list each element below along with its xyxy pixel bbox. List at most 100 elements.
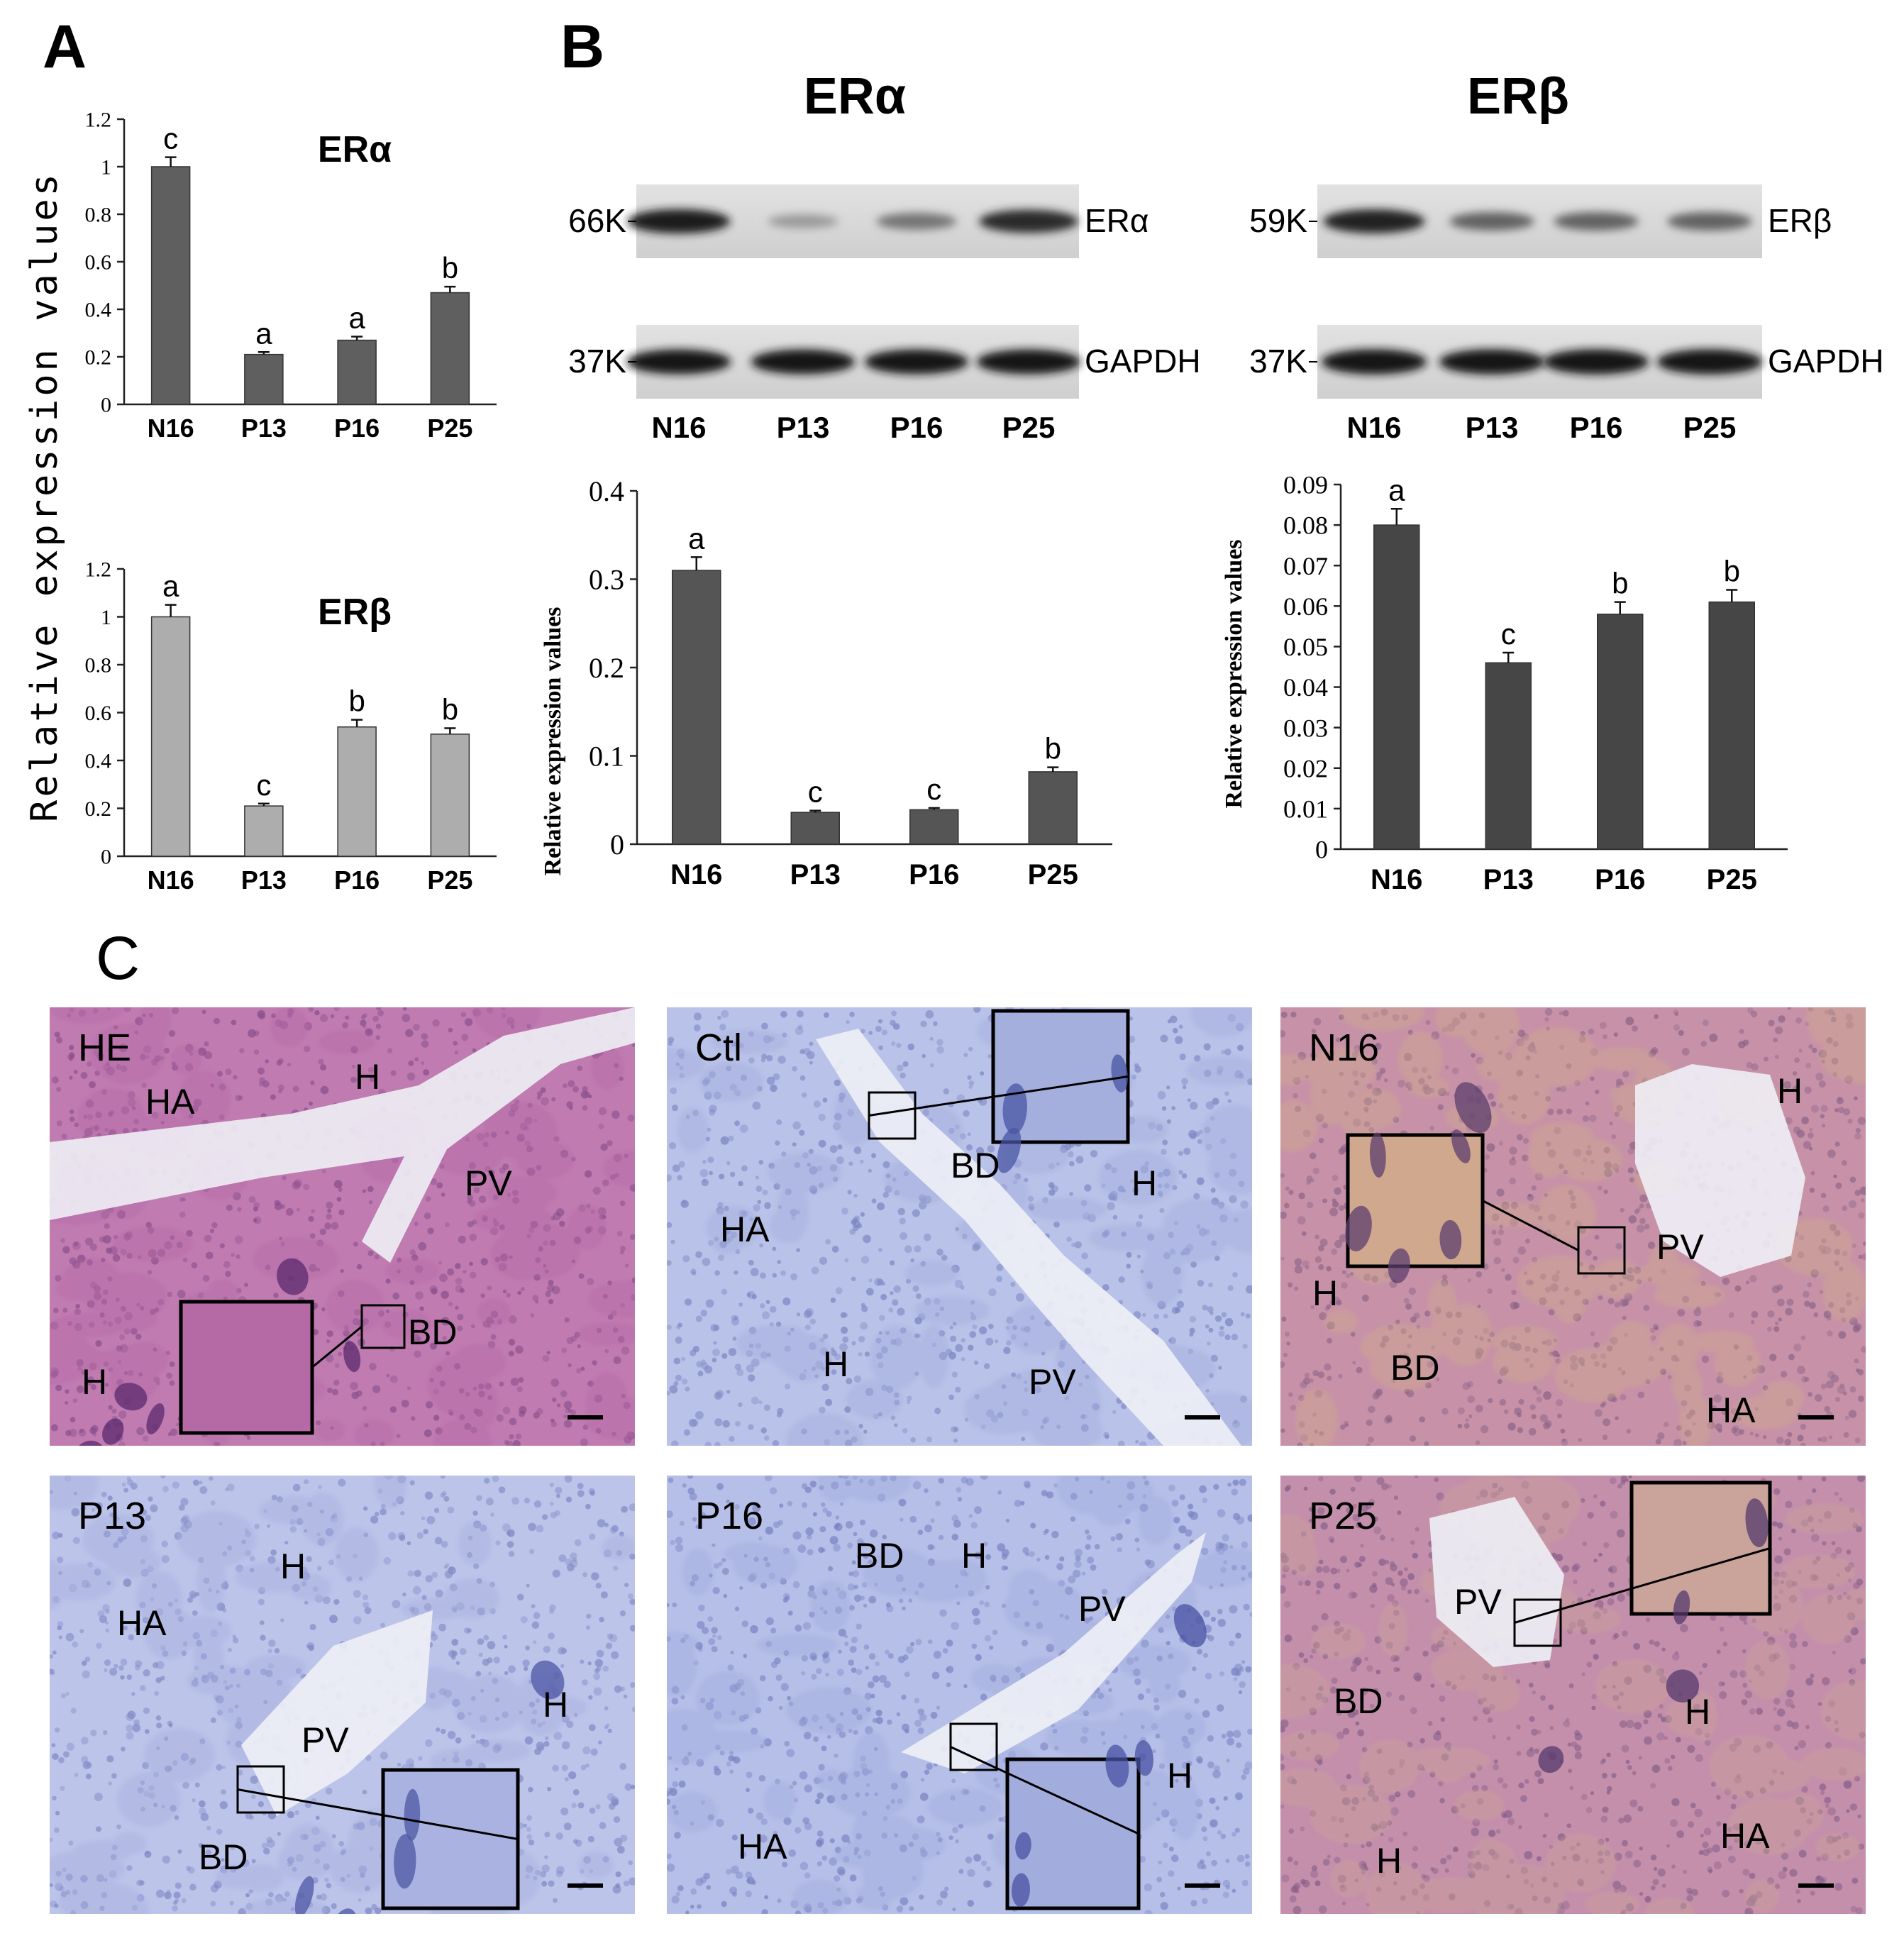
inset-nucleus [1173,1604,1207,1648]
b2-category-P25: P25 [1707,864,1757,895]
a1-category-P16: P16 [334,414,380,443]
inset-nucleus [1002,1083,1027,1134]
micrograph-title: Ctl [695,1026,742,1069]
panel-label-c: C [96,924,140,992]
blot2-row-label: GAPDH [1768,343,1884,380]
b2-category-N16: N16 [1371,864,1422,895]
a2-category-P16: P16 [334,865,380,895]
a1-bar-P25 [430,292,470,405]
b1-sig-letter: a [688,521,705,555]
inset-nucleus [1012,1873,1030,1908]
inset-nucleus [394,1834,416,1889]
tissue-label-HA: HA [720,1210,770,1249]
a1-ytick-label: 1.2 [85,109,112,132]
blot2-lane-P16: P16 [1570,411,1623,444]
tissue-label-H: H [1685,1692,1710,1732]
micrograph-title: P13 [78,1495,146,1537]
tissue-label-H: H [1312,1273,1338,1313]
b2-category-P13: P13 [1483,864,1534,895]
a2-bar-P25 [430,734,470,857]
tissue-label-BD: BD [855,1536,904,1576]
blot2-band [1321,349,1427,375]
tissue-label-H: H [355,1057,380,1097]
tissue-label-PV: PV [1656,1227,1704,1267]
blot2-band [1667,211,1752,231]
blot-erb: ERβ 59K ERβ 37K GAPDH N16 P13 P16 P25 [1249,68,1883,444]
inset-nucleus [1111,1054,1128,1092]
a2-ytick-label: 0.8 [85,654,112,677]
b1-bar-N16 [672,570,721,845]
blot2-band [1543,349,1649,375]
a2-ytick-label: 1 [101,606,111,629]
a2-bar-N16 [150,616,191,857]
blot1-band [627,209,731,234]
inset-nucleus [294,1876,314,1914]
b1-bar-P13 [790,812,840,845]
blot2-title: ERβ [1467,68,1569,125]
b2-ytick-label: 0.07 [1283,552,1328,580]
b1-sig-letter: b [1045,732,1061,765]
micrograph-title: N16 [1309,1026,1379,1069]
chart-b-erb: 0 0.01 0.02 0.03 0.04 0.05 0.06 0.07 0.08 0.09 a N1… [1283,471,1788,895]
blot1-band [751,349,856,375]
b1-sig-letter: c [808,775,823,809]
a1-ytick-label: 0.4 [85,299,112,322]
a2-ytick-label: 0.6 [85,702,112,725]
tissue-label-PV: PV [1078,1589,1126,1629]
cell-texture [50,1476,635,1914]
portal-vein-lumen [241,1610,433,1816]
b1-ytick-label: 0.2 [589,652,624,684]
blot1-band [768,214,838,228]
panel-b-ylabel-2: Relative expression values [1221,539,1247,808]
inset-nucleus [1673,1590,1690,1625]
inset-nucleus [343,1341,361,1373]
b1-bar-P16 [909,809,959,845]
inset-nucleus [1134,1740,1153,1776]
a1-sig-letter: b [442,251,458,284]
inset-nucleus [1369,1132,1386,1178]
a2-sig-letter: c [256,768,271,802]
a1-category-P25: P25 [427,414,472,443]
b2-ytick-label: 0 [1315,836,1328,864]
tissue-label-BD: BD [1390,1348,1439,1388]
blot2-band [1554,211,1639,231]
tissue-label-HA: HA [117,1603,167,1643]
blot1-row-label: ERα [1085,202,1149,239]
tissue-label-PV: PV [301,1720,349,1760]
b1-category-N16: N16 [670,859,722,890]
b2-ytick-label: 0.06 [1283,592,1328,621]
portal-vein-lumen [1429,1497,1564,1667]
blot1-band [976,349,1081,375]
micrograph-grid: HE H HA PV BD H Ctl BD H HA H PV N16 H PV H BD HA P13 H HA PV… [50,938,1866,1914]
b2-ytick-label: 0.08 [1283,511,1328,540]
inset-magnified [179,1300,314,1435]
inset-connector [311,1325,362,1368]
a1-sig-letter: a [348,301,365,335]
blot2-band [1323,209,1425,233]
a1-sig-letter: a [255,316,272,350]
b2-ytick-label: 0.03 [1283,714,1328,742]
inset-nucleus [997,1127,1022,1173]
tissue-label-H: H [1167,1756,1192,1795]
blot1-band [864,349,969,375]
chart-b-era: 0 0.1 0.2 0.3 0.4 a N16 c P13 c P16 b P25 [589,475,1112,890]
inset-nucleus [277,1258,309,1295]
micrograph-P16: P16 BD H PV H HA [667,1476,1252,1914]
blot1-row-label: GAPDH [1085,343,1201,380]
a1-category-P13: P13 [241,414,287,443]
blot2-lane-P13: P13 [1466,411,1519,444]
inset-nucleus [1454,1082,1492,1134]
tissue-label-HA: HA [1706,1390,1756,1430]
b2-ytick-label: 0.09 [1283,471,1328,499]
a1-sig-letter: c [163,122,178,155]
blot1-title: ERα [804,68,906,125]
b2-bar-P13 [1485,662,1532,850]
b2-ytick-label: 0.04 [1283,673,1328,702]
b2-bar-P25 [1708,601,1755,850]
blot1-band [979,209,1078,233]
inset-nucleus [1036,938,1070,993]
b2-sig-letter: c [1501,617,1516,651]
b2-sig-letter: b [1612,567,1628,600]
b1-category-P25: P25 [1028,859,1078,890]
